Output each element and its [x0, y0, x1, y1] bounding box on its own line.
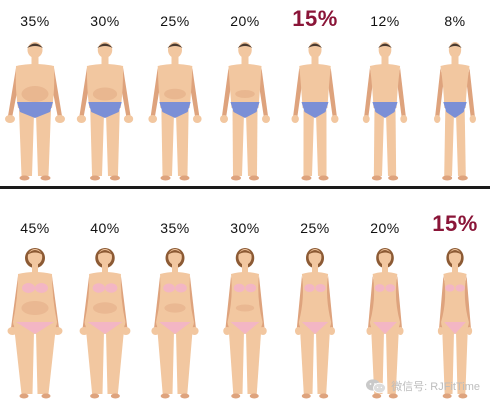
woman-figure-icon [366, 248, 404, 399]
men-percentage-label: 8% [444, 13, 466, 29]
women-percentage-label: 45% [20, 220, 50, 236]
men-percentage-label: 15% [292, 6, 338, 31]
men-percentage-label: 20% [230, 13, 260, 29]
men-cell: 8% [420, 0, 490, 188]
women-cell: 25% [280, 196, 350, 408]
women-row: 45% 40% 35% 30% 25% 20% 15% [0, 196, 490, 408]
women-cell: 15% [420, 196, 490, 408]
men-percentage-label: 25% [160, 13, 190, 29]
man-figure-icon [220, 42, 270, 181]
man-figure-icon [5, 42, 65, 181]
women-percentage-label: 20% [370, 220, 400, 236]
man-figure-icon [434, 42, 476, 181]
row-divider [0, 186, 490, 189]
men-cell: 35% [0, 0, 70, 188]
woman-figure-icon [7, 248, 63, 399]
watermark: 微信号: RJFitTime [365, 378, 480, 394]
men-cell: 25% [140, 0, 210, 188]
wechat-icon [366, 379, 387, 394]
women-cell: 35% [140, 196, 210, 408]
man-figure-icon [362, 42, 408, 181]
women-cell: 20% [350, 196, 420, 408]
men-percentage-label: 12% [370, 13, 400, 29]
women-cell: 30% [210, 196, 280, 408]
woman-figure-icon [151, 248, 199, 399]
woman-figure-icon [223, 248, 267, 399]
men-cell: 15% [280, 0, 350, 188]
man-figure-icon [148, 42, 202, 181]
women-percentage-label: 35% [160, 220, 190, 236]
women-percentage-label: 30% [230, 220, 260, 236]
men-percentage-label: 30% [90, 13, 120, 29]
women-percentage-label: 25% [300, 220, 330, 236]
man-figure-icon [291, 42, 339, 181]
watermark-text: 微信号: RJFitTime [391, 381, 480, 393]
woman-figure-icon [79, 248, 131, 399]
men-row: 35% 30% 25% 20% 15% 12% 8% [0, 0, 490, 188]
women-percentage-label: 40% [90, 220, 120, 236]
men-cell: 20% [210, 0, 280, 188]
woman-figure-icon [294, 248, 336, 399]
women-cell: 45% [0, 196, 70, 408]
women-cell: 40% [70, 196, 140, 408]
men-percentage-label: 35% [20, 13, 50, 29]
women-percentage-label: 15% [432, 211, 478, 236]
man-figure-icon [76, 42, 134, 181]
men-cell: 12% [350, 0, 420, 188]
woman-figure-icon [437, 248, 473, 399]
men-cell: 30% [70, 0, 140, 188]
